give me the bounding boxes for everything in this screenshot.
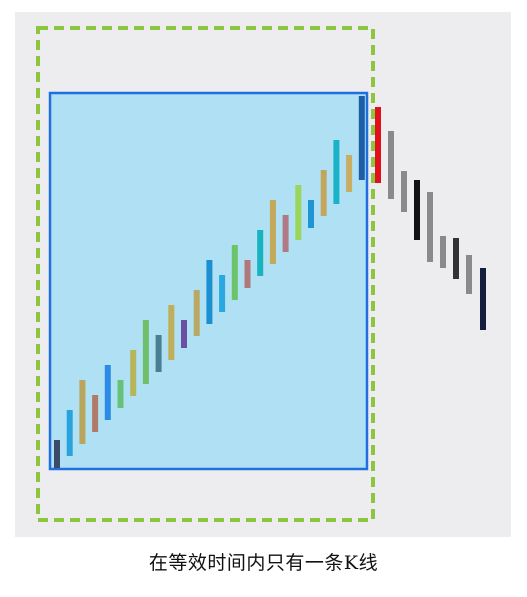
candle-bar xyxy=(79,380,86,444)
candle-bar xyxy=(466,255,472,294)
candle-bar xyxy=(414,180,420,240)
candle-bar xyxy=(54,440,60,468)
candle-bar xyxy=(231,245,238,300)
candle-bar xyxy=(480,268,486,330)
candle-bar xyxy=(117,380,124,408)
candle-bar xyxy=(453,238,459,279)
candle-bar xyxy=(269,200,276,264)
candle-bar xyxy=(282,215,289,252)
candle-bar xyxy=(193,290,200,336)
candle-bar xyxy=(401,171,407,212)
candle-bar xyxy=(427,192,433,262)
diagram-caption: 在等效时间内只有一条K线 xyxy=(148,552,379,574)
candle-bar xyxy=(333,140,340,204)
candle-bar xyxy=(130,350,137,396)
candle-bar xyxy=(358,96,365,180)
candle-bar xyxy=(320,170,327,216)
candle-bar xyxy=(219,275,226,312)
candle-bar xyxy=(375,107,381,183)
candle-bar xyxy=(244,260,251,288)
candle-bar xyxy=(155,335,162,372)
candle-bar xyxy=(92,395,99,432)
candle-bar xyxy=(440,236,446,268)
candle-bar xyxy=(206,260,213,324)
candle-bar xyxy=(308,200,314,228)
candle-bar xyxy=(168,305,175,360)
candle-bar xyxy=(66,410,73,456)
candle-bar xyxy=(142,320,149,384)
candle-bar xyxy=(295,185,302,240)
candle-bar xyxy=(257,230,264,276)
candle-bar xyxy=(104,365,111,420)
candle-bar xyxy=(346,155,353,192)
candle-bar xyxy=(181,320,187,348)
inside-bars-group xyxy=(54,96,365,468)
candle-bar xyxy=(388,131,394,199)
outside-bars-group xyxy=(375,107,486,330)
dashed-frame xyxy=(36,26,375,522)
